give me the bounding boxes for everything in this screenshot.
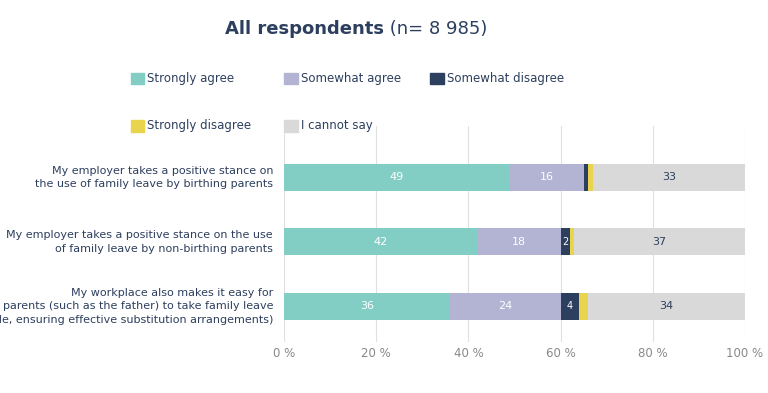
Bar bbox=[561, 228, 570, 255]
Text: Somewhat agree: Somewhat agree bbox=[301, 72, 401, 85]
Bar bbox=[284, 228, 478, 255]
Text: Strongly disagree: Strongly disagree bbox=[147, 119, 252, 132]
Text: 34: 34 bbox=[660, 301, 674, 311]
Text: 49: 49 bbox=[390, 173, 404, 182]
Bar bbox=[450, 293, 561, 320]
Bar bbox=[478, 228, 561, 255]
Bar bbox=[584, 164, 588, 191]
Bar bbox=[284, 164, 510, 191]
Text: 33: 33 bbox=[662, 173, 676, 182]
Bar bbox=[574, 228, 745, 255]
Text: All respondents: All respondents bbox=[225, 20, 384, 38]
Bar bbox=[588, 164, 593, 191]
Bar bbox=[570, 228, 574, 255]
Text: I cannot say: I cannot say bbox=[301, 119, 372, 132]
Text: (n= 8 985): (n= 8 985) bbox=[384, 20, 488, 38]
Text: 2: 2 bbox=[562, 237, 568, 247]
Text: 42: 42 bbox=[374, 237, 388, 247]
Bar bbox=[284, 293, 450, 320]
Text: 24: 24 bbox=[498, 301, 512, 311]
Bar bbox=[593, 164, 745, 191]
Text: 4: 4 bbox=[567, 301, 573, 311]
Text: 18: 18 bbox=[512, 237, 526, 247]
Text: 37: 37 bbox=[653, 237, 667, 247]
Text: 16: 16 bbox=[540, 173, 554, 182]
Bar bbox=[588, 293, 745, 320]
Bar bbox=[579, 293, 588, 320]
Text: Somewhat disagree: Somewhat disagree bbox=[447, 72, 564, 85]
Text: Strongly agree: Strongly agree bbox=[147, 72, 234, 85]
Bar bbox=[510, 164, 584, 191]
Bar bbox=[561, 293, 579, 320]
Text: 36: 36 bbox=[360, 301, 374, 311]
